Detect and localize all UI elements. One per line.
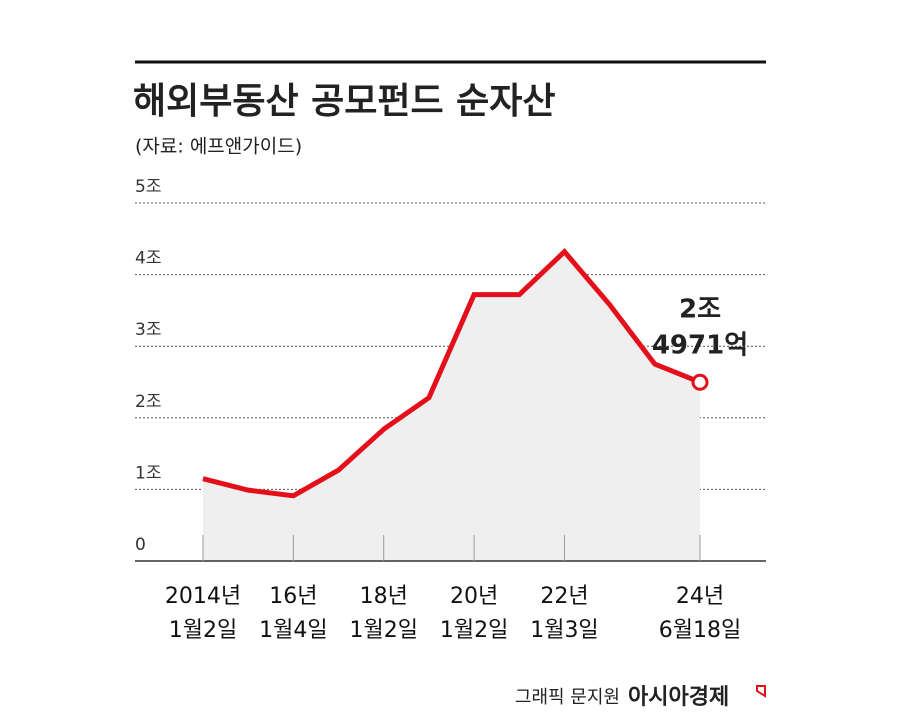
- brand-logo: [756, 685, 766, 698]
- x-tick-line: 6월18일: [659, 618, 741, 643]
- x-tick-line: 1월2일: [349, 618, 417, 643]
- x-tick-line: 16년: [269, 584, 317, 609]
- y-tick-label: 0: [135, 535, 146, 555]
- area: [203, 251, 700, 562]
- y-tick-label: 2조: [135, 392, 161, 412]
- x-tick-line: 1월2일: [169, 618, 237, 643]
- x-tick-label: 20년 1월2일: [440, 584, 508, 643]
- brand: 아시아경제: [628, 685, 729, 710]
- x-tick-line: 1월4일: [259, 618, 327, 643]
- credit: 그래픽 문지원: [515, 687, 620, 708]
- annotation: 2조: [679, 295, 721, 325]
- end-point: [691, 373, 709, 391]
- x-tick-line: 1월3일: [530, 618, 598, 643]
- x-tick-label: 18년 1월2일: [349, 584, 417, 643]
- x-tick-line: 22년: [540, 584, 588, 609]
- x-tick-label: 22년 1월3일: [530, 584, 598, 643]
- x-tick-line: 1월2일: [440, 618, 508, 643]
- y-tick-label: 3조: [135, 320, 161, 340]
- line: [202, 248, 701, 499]
- chart-subtitle: (자료: 에프앤가이드): [135, 136, 302, 158]
- y-tick-label: 1조: [135, 463, 161, 483]
- x-tick-label: 24년 6월18일: [659, 584, 741, 643]
- y-tick-label: 5조: [135, 177, 161, 197]
- annotation: 4971억: [652, 331, 748, 361]
- x-tick-label: 16년 1월4일: [259, 584, 327, 643]
- x-tick-line: 24년: [676, 584, 724, 609]
- x-tick-line: 18년: [360, 584, 408, 609]
- x-tick-line: 20년: [450, 584, 498, 609]
- x-tick-label: 2014년 1월2일: [165, 584, 241, 643]
- x-tick-line: 2014년: [165, 584, 241, 609]
- y-tick-label: 4조: [135, 249, 161, 269]
- chart-title: 해외부동산 공모펀드 순자산: [133, 81, 556, 122]
